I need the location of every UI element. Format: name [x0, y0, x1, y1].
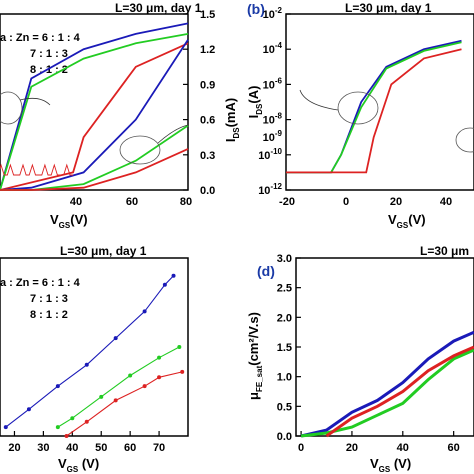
c-x-tick-label: 30 — [37, 442, 49, 454]
panel-d-label: (d) — [257, 263, 275, 279]
c-fit-blue — [5, 275, 174, 428]
panel-d-title: L=30 μm — [420, 244, 469, 258]
a-right-tick-label: 1.2 — [200, 44, 215, 56]
a-linear-curve-green — [0, 124, 189, 191]
panel-c: L=30 μm, day 1 a : Zn = 6 : 1 : 4 7 : 1 … — [0, 244, 189, 474]
b-y-tick-label: 10-8 — [263, 112, 283, 127]
d-x-tick-label: 60 — [448, 442, 460, 454]
b-xtick-1: 0 — [343, 196, 349, 208]
panel-c-title: L=30 μm, day 1 — [60, 244, 147, 258]
d-y-tick-label: 3.0 — [277, 253, 292, 265]
b-xtick-2: 20 — [390, 196, 402, 208]
b-y-tick-label: 10-4 — [263, 41, 283, 56]
a-xtick-0: 40 — [70, 196, 82, 208]
b-xlabel: VGS(V) — [388, 212, 426, 230]
d-xlabel: VGS (V) — [370, 456, 411, 474]
c-point-green — [177, 345, 182, 349]
a-right-tick-label: 1.5 — [200, 9, 215, 21]
c-x-tick-label: 70 — [153, 442, 165, 454]
b-xtick-0: -20 — [279, 196, 295, 208]
b-curve-blue — [286, 39, 462, 174]
panel-a-plot — [0, 22, 189, 191]
a-right-tick-label: 0.3 — [200, 150, 215, 162]
panel-a-title: L=30 μm, day 1 — [115, 1, 202, 15]
panel-a-frame — [0, 13, 189, 191]
panel-b-y-axis: 10-2 10-4 10-6 10-8 10-10 10-12 10-9 — [258, 6, 291, 197]
b-callout-left — [337, 91, 379, 125]
panel-d: (d) L=30 μm μFE_sat(cm²/V.s) 0.0 0.5 1.0 1.… — [246, 244, 474, 474]
panel-a-right-axis: 0.0 0.3 0.6 0.9 1.2 1.5 — [183, 9, 215, 197]
c-x-tick-label: 50 — [95, 442, 107, 454]
a-right-label: IDS(mA) — [223, 98, 241, 142]
b-y-tick-label: 10-2 — [263, 6, 283, 21]
legend-c-2: 7 : 1 : 3 — [30, 293, 68, 305]
d-ylabel: μFE_sat(cm²/V.s) — [246, 312, 264, 400]
a-callout-arrow-right — [157, 124, 189, 144]
d-curve-red — [325, 345, 474, 438]
a-transfer-curve-red — [0, 42, 189, 191]
panel-c-x-axis: 20 30 40 50 60 70 — [8, 431, 165, 454]
d-x-tick-label: 20 — [346, 442, 358, 454]
d-y-tick-label: 2.5 — [277, 283, 292, 295]
legend-a-2: 7 : 1 : 3 — [30, 48, 68, 60]
b-curve-red — [286, 48, 462, 174]
a-right-tick-label: 0.0 — [200, 185, 215, 197]
b-y-tick-label: 10-12 — [258, 182, 282, 197]
d-x-tick-label: 0 — [298, 442, 304, 454]
panel-d-plot — [300, 330, 474, 438]
a-transfer-curve-blue — [0, 22, 189, 191]
panel-b-plot — [286, 39, 462, 174]
c-x-tick-label: 40 — [66, 442, 78, 454]
b-curve-green — [286, 41, 462, 174]
a-linear-curve-red — [0, 148, 189, 191]
a-noise-red — [0, 163, 74, 176]
panel-b-label: (b) — [247, 1, 265, 17]
a-right-tick-label: 0.9 — [200, 79, 215, 91]
a-xtick-2: 80 — [180, 196, 192, 208]
c-point-red — [180, 369, 185, 374]
c-fit-green — [57, 346, 180, 428]
panel-d-y-axis: 0.0 0.5 1.0 1.5 2.0 2.5 3.0 — [277, 253, 301, 443]
c-fit-red — [66, 371, 183, 437]
a-xlabel: VGS(V) — [50, 212, 88, 230]
a-transfer-curve-green — [0, 33, 189, 191]
b-callout-arrow-left — [299, 89, 339, 111]
legend-a-1: a : Zn = 6 : 1 : 4 — [0, 32, 81, 44]
legend-c-1: a : Zn = 6 : 1 : 4 — [0, 277, 81, 289]
d-y-tick-label: 2.0 — [277, 312, 292, 324]
d-curve-blue — [300, 330, 474, 438]
panel-b-frame — [285, 13, 474, 191]
a-callout-arrow-left — [19, 97, 51, 106]
panel-c-plot — [3, 273, 185, 438]
legend-c-3: 8 : 1 : 2 — [30, 309, 68, 321]
a-xtick-1: 60 — [126, 196, 138, 208]
panel-b: (b) L=30 μm, day 1 IDS(A) 10-210-410-610… — [246, 1, 474, 230]
d-y-tick-label: 1.0 — [277, 372, 292, 384]
c-x-tick-label: 60 — [124, 442, 136, 454]
d-y-tick-label: 0.0 — [277, 431, 292, 443]
c-x-tick-label: 20 — [8, 442, 20, 454]
b-y-tick-label-extra: 10-9 — [263, 129, 283, 144]
panel-a: L=30 μm, day 1 a : Zn = 6 : 1 : 4 7 : 1 … — [0, 1, 241, 230]
a-callout-left — [0, 91, 23, 125]
panel-c-frame — [0, 257, 189, 437]
d-y-tick-label: 0.5 — [277, 401, 292, 413]
d-x-tick-label: 40 — [397, 442, 409, 454]
panel-b-title: L=30 μm, day 1 — [345, 1, 432, 15]
c-xlabel: VGS (V) — [58, 456, 99, 474]
panel-d-x-axis: 0 20 40 60 — [298, 431, 460, 454]
a-callout-right — [119, 135, 161, 165]
b-xtick-3: 40 — [440, 196, 452, 208]
b-y-tick-label: 10-10 — [258, 147, 282, 162]
b-callout-right — [455, 127, 474, 153]
a-right-tick-label: 0.6 — [200, 115, 215, 127]
d-y-tick-label: 1.5 — [277, 342, 292, 354]
a-linear-curve-blue — [0, 39, 189, 191]
b-y-tick-label: 10-6 — [263, 76, 283, 91]
b-ylabel: IDS(A) — [246, 86, 264, 119]
